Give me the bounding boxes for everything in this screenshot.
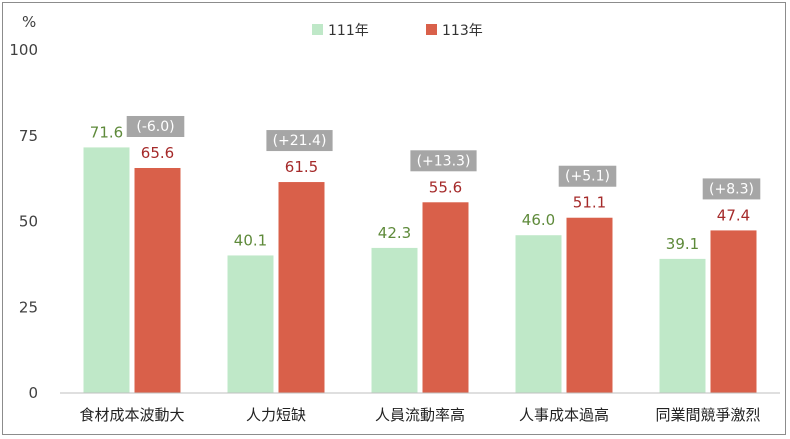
data-label-1-4: 46.0 bbox=[522, 211, 555, 229]
legend-label-2: 113年 bbox=[442, 23, 483, 39]
y-tick-label: 100 bbox=[9, 41, 38, 59]
bar-1-5 bbox=[659, 258, 706, 393]
change-label-2: (+21.4) bbox=[273, 133, 327, 149]
bar-1-4 bbox=[515, 235, 562, 393]
y-tick-label: 50 bbox=[19, 213, 38, 231]
data-label-1-5: 39.1 bbox=[666, 235, 699, 253]
change-box-5 bbox=[702, 178, 761, 200]
y-axis-unit-label: % bbox=[22, 13, 36, 31]
bar-2-5 bbox=[710, 230, 757, 393]
legend-swatch-1 bbox=[312, 24, 323, 35]
legend-label-1: 111年 bbox=[328, 23, 369, 39]
bar-2-1 bbox=[134, 167, 181, 393]
x-axis-labels: 食材成本波動大 人力短缺 人員流動率高 人事成本過高 同業間競爭激烈 bbox=[79, 406, 760, 424]
data-label-2-1: 65.6 bbox=[141, 144, 174, 162]
y-axis-ticks: 0 25 50 75 100 bbox=[9, 41, 38, 402]
data-label-2-4: 51.1 bbox=[573, 194, 606, 212]
bar-2-4 bbox=[566, 217, 613, 393]
data-label-1-3: 42.3 bbox=[378, 224, 411, 242]
chart-frame bbox=[2, 2, 786, 435]
change-label-4: (+5.1) bbox=[565, 169, 610, 185]
y-tick-label: 75 bbox=[19, 127, 38, 145]
change-label-1: (-6.0) bbox=[136, 119, 174, 135]
change-box-4 bbox=[558, 165, 617, 187]
data-label-2-3: 55.6 bbox=[429, 178, 462, 196]
y-tick-label: 25 bbox=[19, 298, 38, 316]
legend-swatch-2 bbox=[426, 24, 437, 35]
legend: 111年 113年 bbox=[312, 23, 483, 39]
change-label-5: (+8.3) bbox=[709, 181, 754, 197]
change-label-3: (+13.3) bbox=[417, 153, 471, 169]
bar-1-2 bbox=[227, 255, 274, 393]
bar-2-3 bbox=[422, 202, 469, 393]
x-category-label-1: 食材成本波動大 bbox=[79, 406, 184, 424]
data-label-1-2: 40.1 bbox=[234, 231, 267, 249]
change-box-3 bbox=[410, 150, 477, 172]
data-label-2-5: 47.4 bbox=[717, 206, 750, 224]
x-category-label-5: 同業間競爭激烈 bbox=[655, 406, 760, 424]
data-label-2-2: 61.5 bbox=[285, 158, 318, 176]
x-category-label-2: 人力短缺 bbox=[246, 406, 306, 424]
change-box-1 bbox=[126, 115, 185, 137]
bar-2-2 bbox=[278, 182, 325, 393]
change-box-2 bbox=[266, 130, 333, 152]
data-label-1-1: 71.6 bbox=[90, 123, 123, 141]
x-category-label-3: 人員流動率高 bbox=[375, 406, 465, 424]
bar-1-1 bbox=[83, 147, 130, 393]
bar-1-3 bbox=[371, 247, 418, 393]
y-tick-label: 0 bbox=[28, 384, 38, 402]
x-category-label-4: 人事成本過高 bbox=[519, 406, 609, 424]
bars: 71.6 65.6 (-6.0) 40.1 61.5 (+21.4) 42.3 55.6 (+1… bbox=[83, 115, 761, 393]
